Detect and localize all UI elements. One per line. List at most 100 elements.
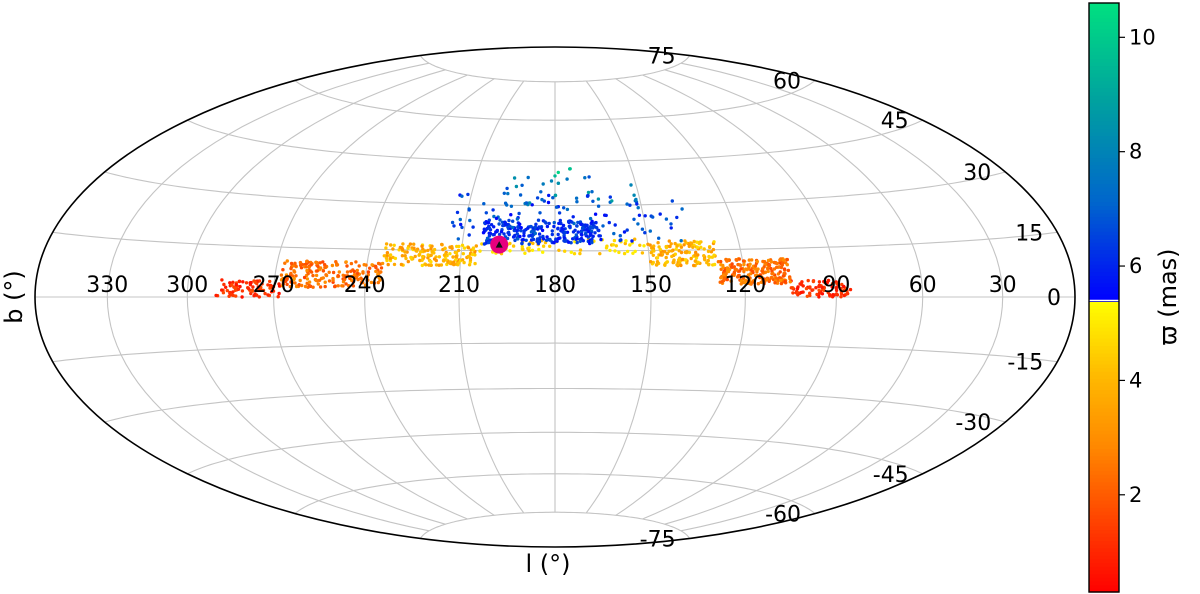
star-point xyxy=(492,225,496,229)
star-point xyxy=(668,244,672,249)
parallel-line xyxy=(419,511,691,539)
parallel-line xyxy=(294,80,816,121)
star-point xyxy=(578,239,582,243)
colorbar-segment xyxy=(1089,124,1119,129)
star-point xyxy=(384,242,389,246)
colorbar-tick-label: 4 xyxy=(1129,368,1142,392)
star-point xyxy=(263,291,267,296)
star-point xyxy=(537,247,541,252)
star-point xyxy=(830,285,834,289)
star-point xyxy=(773,281,777,285)
star-point xyxy=(775,261,779,266)
star-point xyxy=(623,241,627,246)
star-point xyxy=(734,267,738,272)
colorbar-segment xyxy=(1089,444,1119,450)
star-point xyxy=(721,273,726,277)
star-point xyxy=(336,274,340,278)
colorbar-segment xyxy=(1089,87,1119,92)
star-point xyxy=(224,285,228,289)
colorbar-segment xyxy=(1089,558,1119,564)
star-point xyxy=(259,285,263,290)
star-point xyxy=(277,284,282,288)
star-point xyxy=(539,190,543,194)
star-point xyxy=(798,282,802,286)
star-point xyxy=(384,246,388,250)
star-point xyxy=(388,256,392,261)
star-point xyxy=(456,248,461,253)
colorbar-segment xyxy=(1089,54,1119,59)
colorbar-segment xyxy=(1089,470,1119,475)
colorbar-segment xyxy=(1089,187,1119,192)
star-point xyxy=(630,239,634,243)
colorbar-segment xyxy=(1089,6,1119,11)
star-point xyxy=(590,190,594,194)
star-point xyxy=(317,278,322,282)
star-point xyxy=(359,281,364,285)
star-point xyxy=(640,251,645,255)
star-point xyxy=(352,272,357,277)
star-point xyxy=(315,269,319,273)
star-point xyxy=(547,193,551,198)
star-point xyxy=(583,176,587,180)
star-point xyxy=(575,237,579,241)
star-point xyxy=(556,232,560,237)
colorbar-segment xyxy=(1089,135,1119,140)
star-point xyxy=(508,249,512,253)
star-point xyxy=(553,174,557,178)
star-point xyxy=(557,248,561,252)
star-point xyxy=(546,200,551,205)
star-point xyxy=(470,252,475,257)
star-point xyxy=(648,229,652,233)
colorbar-segment xyxy=(1089,198,1119,203)
colorbar-segment xyxy=(1089,227,1119,232)
star-point xyxy=(844,288,848,292)
star-point xyxy=(567,220,571,224)
star-point xyxy=(570,220,574,224)
colorbar-segment xyxy=(1089,488,1119,494)
star-point xyxy=(826,278,831,283)
star-point xyxy=(412,246,416,250)
star-point xyxy=(673,241,677,246)
star-point xyxy=(712,253,716,257)
star-point xyxy=(651,248,655,253)
star-point xyxy=(378,278,382,282)
highlight-marker xyxy=(490,235,509,254)
star-point xyxy=(839,286,843,291)
star-point xyxy=(571,215,575,219)
star-point xyxy=(601,224,605,228)
colorbar-segment xyxy=(1089,540,1119,545)
star-point xyxy=(830,282,835,286)
star-point xyxy=(675,244,679,248)
star-point xyxy=(766,258,771,263)
star-point xyxy=(527,246,531,250)
star-point xyxy=(340,284,344,288)
star-point xyxy=(503,201,508,205)
star-point xyxy=(285,277,289,281)
star-point xyxy=(588,216,593,221)
star-point xyxy=(677,258,681,262)
lon-tick-label: 150 xyxy=(630,273,672,298)
star-point xyxy=(380,261,385,266)
star-point xyxy=(706,249,711,254)
star-point xyxy=(289,280,293,284)
star-point xyxy=(448,252,452,256)
star-point xyxy=(517,211,521,216)
star-point xyxy=(508,241,512,246)
star-point xyxy=(527,242,531,246)
colorbar-segment xyxy=(1089,176,1119,181)
star-point xyxy=(430,244,434,248)
star-point xyxy=(507,218,511,223)
star-point xyxy=(622,251,627,256)
star-point xyxy=(552,241,556,245)
colorbar-segment xyxy=(1089,17,1119,23)
star-point xyxy=(279,273,284,277)
star-point xyxy=(321,276,325,280)
star-point xyxy=(553,193,558,197)
star-point xyxy=(222,282,226,287)
star-point xyxy=(679,263,683,268)
star-point xyxy=(363,283,368,287)
star-point xyxy=(508,224,512,228)
star-point xyxy=(415,249,419,253)
star-point xyxy=(657,236,661,240)
star-point xyxy=(418,258,422,263)
